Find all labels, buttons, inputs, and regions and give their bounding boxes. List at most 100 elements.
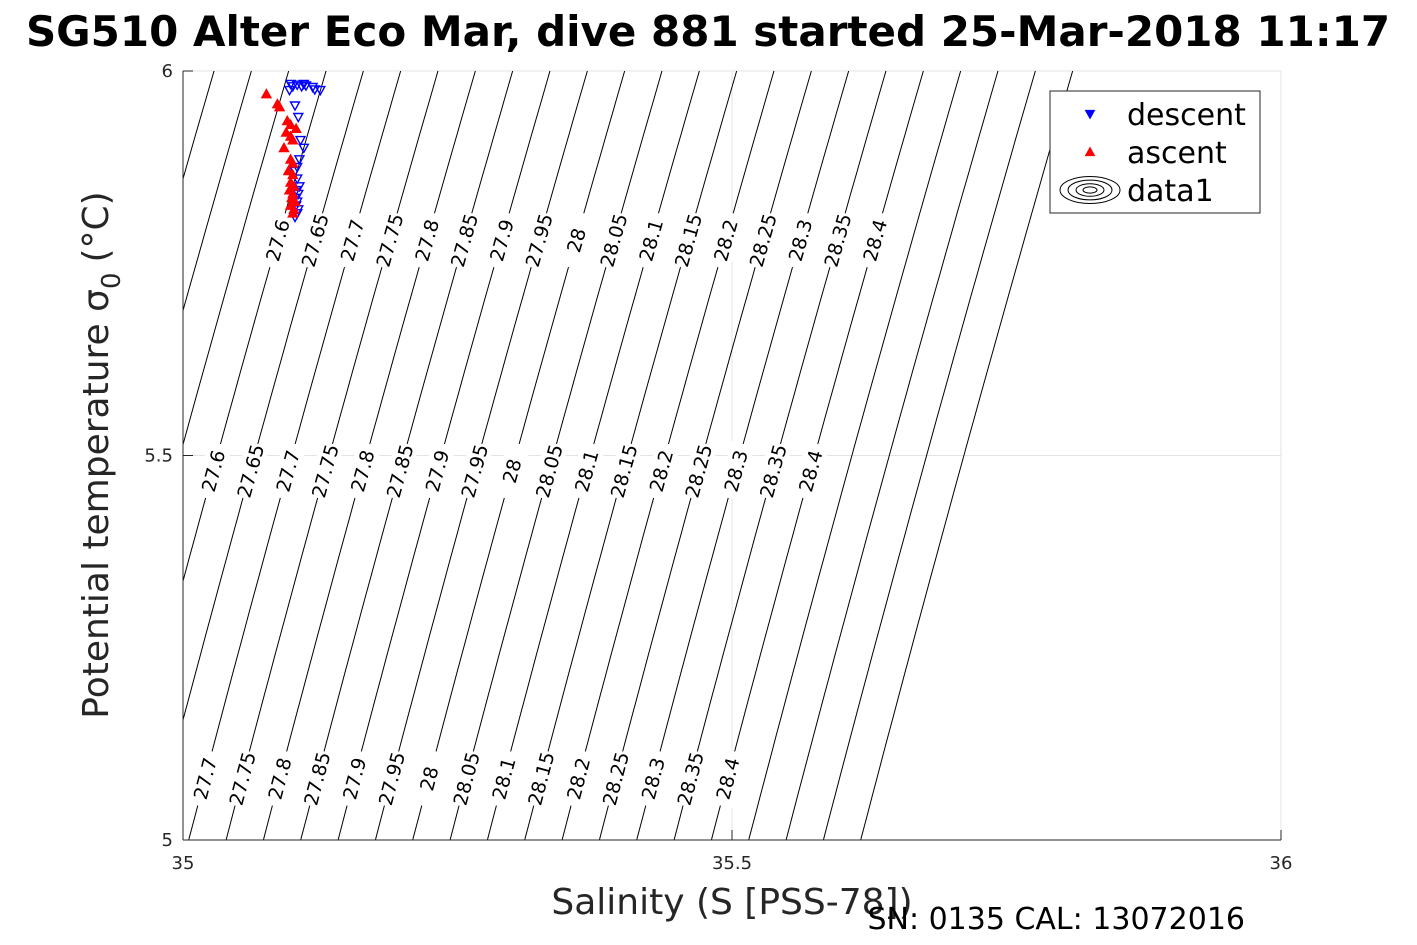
descent-marker (314, 85, 326, 97)
legend-descent-label: descent (1127, 98, 1246, 133)
contour-label-bg (668, 209, 708, 271)
contour-label-bg (519, 209, 558, 271)
legend-descent-marker (1084, 109, 1096, 120)
y-tick-label: 5 (162, 830, 173, 851)
contour-label-bg (780, 209, 820, 271)
contour-label-bg (372, 748, 411, 809)
ascent-marker (287, 157, 299, 168)
legend-contour-icon (1082, 186, 1098, 194)
contour-label-bg (492, 440, 531, 502)
contour-label-bg (343, 440, 382, 502)
contour-label-bg (417, 440, 457, 502)
contour-label-bg (258, 209, 297, 271)
contour-label-bg (791, 440, 830, 502)
isopycnal-line (183, 71, 252, 313)
contour-label-bg (596, 748, 635, 809)
contour-label-bg (305, 440, 345, 502)
ascent-marker (287, 207, 299, 218)
x-tick-label: 36 (1270, 853, 1293, 874)
contour-label-bg (671, 748, 709, 809)
contour-label-bg (631, 209, 670, 271)
contour-label-bg (529, 440, 569, 502)
descent-marker (289, 101, 301, 112)
data-markers (260, 79, 326, 224)
contour-label-bg (743, 209, 782, 271)
descent-marker (292, 112, 304, 124)
ascent-marker (282, 165, 295, 176)
contour-label-bg (332, 209, 372, 271)
ascent-marker (287, 134, 299, 145)
y-tick-label: 6 (162, 61, 173, 82)
serial-calibration-note: SN: 0135 CAL: 13072016 (867, 902, 1245, 937)
contour-label-bg (818, 209, 857, 271)
ascent-marker (288, 180, 300, 191)
descent-marker (300, 81, 312, 92)
descent-marker (294, 135, 307, 147)
contour-label-bg (706, 209, 745, 271)
descent-marker (291, 80, 303, 91)
contour-label-bg (634, 748, 672, 809)
contour-label-bg (455, 440, 494, 502)
contour-label-bg (295, 209, 334, 271)
ascent-marker (289, 195, 301, 207)
contour-label-bg (260, 748, 299, 809)
ascent-marker (290, 122, 302, 134)
contour-label-bg (753, 440, 793, 502)
x-tick-label: 35.5 (712, 853, 752, 874)
legend-data1-label: data1 (1127, 174, 1214, 209)
x-axis-label: Salinity (S [PSS-78]) (551, 882, 912, 923)
isopycnal-line (860, 71, 1074, 840)
contour-label-bg (298, 748, 336, 809)
y-tick-label: 5.5 (144, 446, 173, 467)
legend-contour-icon (1067, 179, 1113, 201)
ascent-marker (280, 126, 292, 137)
chart-title: SG510 Alter Eco Mar, dive 881 started 25… (26, 7, 1390, 56)
descent-marker (293, 155, 306, 166)
axis-ticks: 35 35.5 36 5 5.5 6 (144, 61, 1292, 874)
contour-label-bg (604, 440, 643, 502)
contour-label-bg (194, 440, 233, 502)
x-tick-label: 35 (172, 853, 195, 874)
y-axis-label-sub: 0 (97, 272, 127, 289)
contour-label-bg (231, 440, 270, 502)
ascent-marker (260, 88, 273, 99)
descent-marker (298, 143, 310, 154)
y-axis-label-main: Potential temperature σ (76, 289, 117, 719)
contour-label-bg (223, 748, 261, 809)
contour-label-bg (559, 748, 597, 809)
isopycnal-line (183, 71, 290, 447)
contour-label-bg (407, 209, 446, 271)
ascent-marker (287, 168, 299, 180)
isopycnal-line (748, 71, 962, 840)
descent-marker (306, 82, 319, 94)
legend-ascent-marker (1084, 146, 1096, 157)
contour-label-bg (335, 748, 373, 809)
ascent-marker (278, 141, 290, 153)
contour-label-bg (708, 748, 747, 809)
y-axis-label: Potential temperature σ0 (°C) (76, 191, 127, 718)
contour-label-bg (484, 748, 523, 809)
contour-label-bg (410, 748, 448, 809)
isopycnal-line (822, 71, 1036, 840)
ascent-marker (284, 118, 297, 130)
y-axis-label-unit: (°C) (76, 191, 117, 262)
contour-label-bg (444, 209, 484, 271)
contour-label-bg (482, 209, 521, 271)
descent-marker (298, 79, 310, 91)
ascent-marker (273, 101, 286, 112)
descent-marker (291, 174, 303, 185)
descent-marker (284, 79, 297, 91)
contour-label-bg (370, 209, 409, 271)
legend-contour-icon (1059, 176, 1121, 204)
contour-label-bg (641, 440, 681, 502)
contour-label-bg (594, 209, 633, 271)
descent-marker (283, 85, 296, 97)
contour-label-bg (556, 209, 596, 271)
isopycnal-line (785, 71, 999, 840)
contour-label-bg (186, 748, 224, 809)
contour-label-bg (567, 440, 606, 502)
contour-label-bg (522, 748, 560, 809)
contour-label: 27.7 (186, 748, 224, 809)
